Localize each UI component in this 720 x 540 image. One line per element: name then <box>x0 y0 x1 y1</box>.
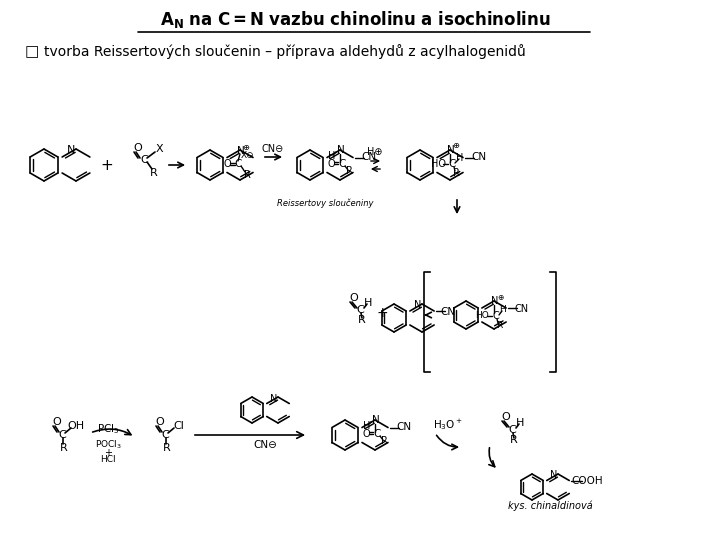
Text: H: H <box>456 153 464 163</box>
Text: ⊕: ⊕ <box>452 141 459 151</box>
Text: R: R <box>358 315 366 325</box>
Text: O: O <box>134 143 143 153</box>
Text: H: H <box>516 418 524 428</box>
Text: C: C <box>58 430 66 440</box>
Text: C: C <box>140 155 148 165</box>
Text: N: N <box>413 300 421 310</box>
Text: C: C <box>161 430 169 440</box>
Text: C: C <box>356 305 364 315</box>
Text: R: R <box>163 443 171 453</box>
Text: Reissertovy sloučeniny: Reissertovy sloučeniny <box>276 198 373 208</box>
Text: O: O <box>327 159 335 169</box>
Text: C: C <box>492 311 500 321</box>
Text: Cl: Cl <box>174 421 184 431</box>
Text: O: O <box>156 417 164 427</box>
Text: O: O <box>502 412 510 422</box>
Text: HO: HO <box>431 159 446 169</box>
Text: N: N <box>447 145 455 155</box>
Text: H$_3$O$^+$: H$_3$O$^+$ <box>433 417 463 433</box>
Text: CN⊖: CN⊖ <box>262 144 284 154</box>
Text: R: R <box>346 166 352 176</box>
Text: N: N <box>237 146 245 156</box>
Text: POCl$_3$: POCl$_3$ <box>94 438 122 451</box>
Text: kys. chinaldinová: kys. chinaldinová <box>508 501 593 511</box>
Text: $\mathbf{A_N}$ $\mathbf{na\ C{=}N\ vazbu\ chinolinu\ a\ isochinolinu}$: $\mathbf{A_N}$ $\mathbf{na\ C{=}N\ vazbu… <box>160 10 550 30</box>
Text: +: + <box>101 158 113 172</box>
Text: H⊕: H⊕ <box>367 147 383 157</box>
Text: O: O <box>350 293 359 303</box>
Text: N: N <box>337 145 345 155</box>
Text: C: C <box>449 159 456 169</box>
Text: CN: CN <box>397 422 412 433</box>
Text: ⊕: ⊕ <box>497 293 503 301</box>
Text: N: N <box>491 296 499 306</box>
Text: HCl: HCl <box>100 456 116 464</box>
Text: O: O <box>53 417 61 427</box>
Text: R: R <box>496 321 502 329</box>
Text: C: C <box>338 159 346 169</box>
Text: +: + <box>376 306 388 320</box>
Text: □: □ <box>25 44 40 59</box>
Text: CN: CN <box>441 307 456 317</box>
Text: R: R <box>381 436 387 446</box>
Text: H: H <box>364 298 372 308</box>
Text: O: O <box>362 429 370 439</box>
Text: H: H <box>364 421 371 431</box>
Text: CN: CN <box>514 304 528 314</box>
Text: X⊖: X⊖ <box>241 151 255 159</box>
Text: C: C <box>508 425 516 435</box>
Text: N: N <box>269 394 277 404</box>
Text: R: R <box>510 435 518 445</box>
Text: N: N <box>67 145 75 155</box>
Text: R: R <box>453 168 459 178</box>
Text: ⊕: ⊕ <box>243 143 250 152</box>
Text: CN: CN <box>361 152 377 163</box>
Text: tvorba Reissertových sloučenin – příprava aldehydů z acylhalogenidů: tvorba Reissertových sloučenin – příprav… <box>44 44 526 59</box>
Text: C: C <box>234 159 242 169</box>
Text: PCl$_5$: PCl$_5$ <box>96 422 120 436</box>
Text: HO: HO <box>475 312 489 321</box>
Text: O: O <box>223 159 231 169</box>
Text: R: R <box>243 170 251 180</box>
Text: X: X <box>156 144 163 154</box>
Text: R: R <box>150 168 158 178</box>
Text: OH: OH <box>68 421 84 431</box>
Text: R: R <box>60 443 68 453</box>
Text: H: H <box>500 306 506 314</box>
Text: +: + <box>104 448 112 458</box>
Text: CN⊖: CN⊖ <box>253 440 277 450</box>
Text: CN: CN <box>472 152 487 163</box>
Text: H: H <box>328 151 336 161</box>
Text: N: N <box>372 415 380 425</box>
Text: N: N <box>549 470 557 480</box>
Text: C: C <box>373 429 381 439</box>
Text: COOH: COOH <box>572 476 603 485</box>
